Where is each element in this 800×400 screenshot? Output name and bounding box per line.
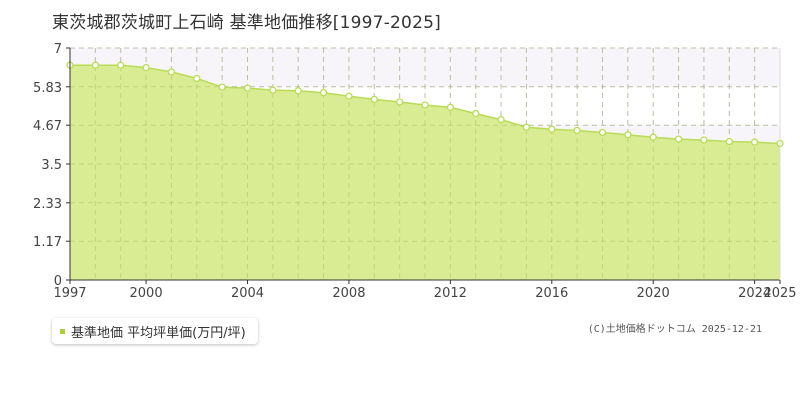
data-point	[497, 115, 505, 124]
data-point	[573, 126, 581, 135]
legend-label: 基準地価 平均坪単価(万円/坪)	[71, 325, 246, 341]
data-point	[193, 74, 201, 83]
data-point	[649, 133, 657, 141]
data-point	[117, 61, 125, 69]
y-tick-labels: 0 1.17 2.33 3.5 4.67 5.83 7	[33, 42, 62, 289]
y-tick-label: 4.67	[33, 119, 62, 134]
data-point	[370, 95, 378, 104]
data-point	[522, 123, 531, 131]
y-tick-label: 1.17	[33, 235, 62, 250]
data-point	[624, 131, 632, 139]
data-point	[700, 136, 708, 144]
chart-title: 東茨城郡茨城町上石崎 基準地価推移[1997-2025]	[52, 13, 441, 33]
data-point	[167, 68, 176, 76]
copyright-text: (C)土地価格ドットコム 2025-12-21	[587, 324, 762, 335]
data-point	[395, 98, 404, 106]
data-point	[674, 135, 683, 143]
y-tick-label: 5.83	[33, 81, 62, 96]
legend: 基準地価 平均坪単価(万円/坪)	[52, 318, 258, 344]
data-point	[598, 128, 607, 137]
data-points	[66, 61, 784, 148]
data-point	[142, 63, 150, 72]
y-tick-label: 2.33	[33, 197, 62, 212]
data-point	[446, 103, 455, 111]
x-tick-label: 2004	[231, 286, 264, 301]
data-point	[319, 89, 328, 97]
x-tick-label: 2025	[763, 286, 796, 301]
data-point	[91, 61, 100, 69]
data-point	[243, 84, 252, 92]
x-tick-label: 2012	[434, 286, 467, 301]
legend-swatch	[60, 328, 65, 334]
y-tick-label: 0	[54, 274, 62, 289]
data-point	[421, 101, 429, 109]
y-tick-label: 3.5	[41, 158, 62, 173]
data-point	[750, 138, 759, 146]
x-tick-label: 1997	[53, 286, 86, 301]
axes	[66, 47, 781, 284]
x-tick-label: 2024	[738, 286, 771, 301]
x-tick-label: 2000	[130, 286, 163, 301]
x-tick-label: 2008	[332, 286, 365, 301]
x-tick-label: 2016	[535, 286, 568, 301]
x-tick-label: 2020	[637, 286, 670, 301]
data-point	[548, 125, 556, 133]
area-fill	[70, 65, 780, 280]
data-point	[269, 86, 277, 94]
y-tick-label: 7	[54, 42, 62, 57]
data-point	[345, 92, 353, 100]
data-point	[725, 137, 733, 146]
data-point	[218, 83, 226, 91]
data-point	[472, 109, 480, 118]
data-point	[294, 87, 302, 95]
